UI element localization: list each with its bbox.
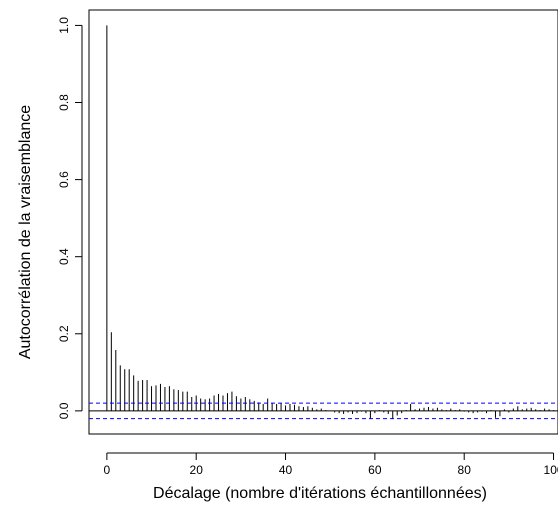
x-tick-label: 0 bbox=[104, 463, 111, 477]
plot-frame bbox=[88, 9, 558, 435]
y-tick-label: 0.0 bbox=[57, 402, 71, 419]
acf-bars bbox=[106, 25, 555, 419]
x-axis-title: Décalage (nombre d'itérations échantillo… bbox=[153, 485, 487, 502]
y-tick-label: 0.6 bbox=[57, 171, 71, 188]
y-tick-label: 0.2 bbox=[57, 325, 71, 342]
x-tick-label: 60 bbox=[368, 463, 382, 477]
x-axis: 0 20 40 60 80 100 bbox=[104, 452, 558, 477]
y-tick-label: 1.0 bbox=[57, 17, 71, 34]
y-axis: 0.0 0.2 0.4 0.6 0.8 1.0 bbox=[57, 17, 83, 419]
x-tick-label: 80 bbox=[458, 463, 472, 477]
x-tick-label: 40 bbox=[279, 463, 293, 477]
y-tick-label: 0.4 bbox=[57, 248, 71, 265]
y-tick-label: 0.8 bbox=[57, 94, 71, 111]
reference-lines bbox=[89, 402, 558, 420]
y-axis-title: Autocorrélation de la vraisemblance bbox=[17, 105, 34, 359]
x-tick-label: 20 bbox=[190, 463, 204, 477]
x-tick-label: 100 bbox=[544, 463, 558, 477]
